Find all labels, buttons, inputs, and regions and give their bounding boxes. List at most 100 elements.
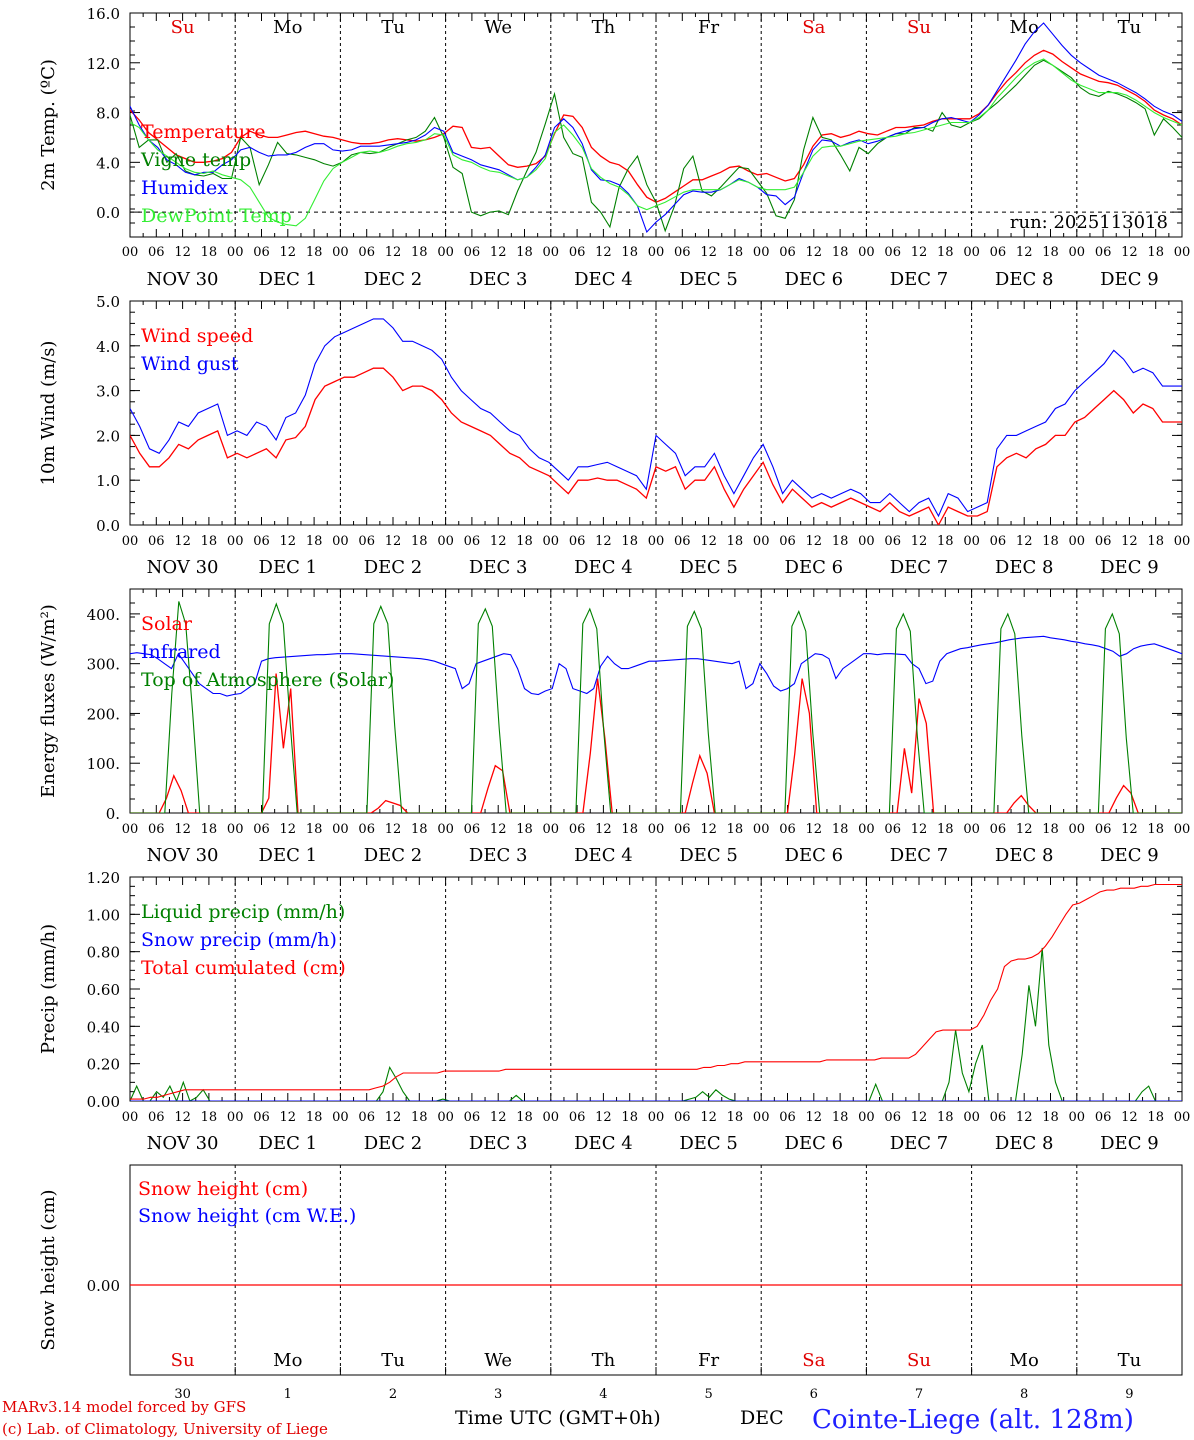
y-tick-label: 4.0 — [96, 338, 120, 356]
hour-tick-label: 00 — [1174, 534, 1191, 549]
hour-tick-label: 12 — [1016, 245, 1033, 260]
hour-tick-label: 18 — [516, 245, 533, 260]
hour-tick-label: 12 — [911, 245, 928, 260]
panel-2: 00 06 12 18 00 06 12 18 00 06 12 18 00 06 12 18 00 06 12 18… — [38, 293, 1190, 578]
hour-tick-label: 00 — [1174, 1110, 1191, 1125]
plot-frame — [129, 300, 1183, 526]
hour-tick-label: 12 — [1121, 534, 1138, 549]
legend-entry: Wind gust — [141, 353, 239, 375]
date-label: DEC 9 — [1100, 269, 1159, 290]
hour-tick-label: 06 — [148, 245, 165, 260]
date-label: DEC 7 — [890, 557, 949, 578]
hour-tick-label: 06 — [674, 245, 691, 260]
hour-tick-label: 12 — [1016, 534, 1033, 549]
hour-tick-label: 12 — [806, 1110, 823, 1125]
hour-tick-label: 00 — [963, 534, 980, 549]
hour-tick-label: 06 — [674, 1110, 691, 1125]
hour-tick-label: 18 — [621, 1110, 638, 1125]
date-label: DEC 1 — [259, 269, 318, 290]
hour-tick-label: 12 — [911, 1110, 928, 1125]
hour-tick-label: 12 — [700, 534, 717, 549]
series-line-3 — [130, 22, 1182, 234]
weekday-label: We — [484, 17, 512, 38]
hour-tick-label: 06 — [569, 1110, 586, 1125]
hour-tick-label: 12 — [174, 822, 191, 837]
weekday-label: Su — [171, 1350, 195, 1371]
weekday-label: We — [484, 1350, 512, 1371]
weekday-label: Mo — [1010, 1350, 1039, 1371]
hour-tick-label: 18 — [411, 822, 428, 837]
day-number-label: 7 — [915, 1387, 923, 1402]
hour-tick-label: 00 — [227, 822, 244, 837]
y-tick-label: 0.20 — [87, 1056, 120, 1074]
date-label: DEC 7 — [890, 1133, 949, 1154]
month-label: DEC — [740, 1407, 784, 1429]
hour-tick-label: 06 — [990, 245, 1007, 260]
hour-tick-label: 06 — [990, 534, 1007, 549]
legend-entry: Infrared — [141, 641, 221, 663]
date-label: DEC 6 — [785, 557, 844, 578]
hour-tick-label: 06 — [779, 822, 796, 837]
series-line-2 — [130, 635, 1182, 697]
hour-tick-label: 00 — [543, 534, 560, 549]
footer-credit-line: (c) Lab. of Climatology, University of L… — [2, 1420, 328, 1438]
hour-tick-label: 18 — [1147, 534, 1164, 549]
date-label: DEC 6 — [785, 269, 844, 290]
hour-tick-label: 18 — [1042, 245, 1059, 260]
legend-entry: Top of Atmosphere (Solar) — [141, 669, 394, 691]
panel-1: 00 06 12 18 00 06 12 18 00 06 12 18 00 06 12 18 00 06 12 18… — [38, 5, 1190, 290]
hour-tick-label: 18 — [621, 245, 638, 260]
hour-tick-label: 18 — [832, 822, 849, 837]
date-label: DEC 3 — [469, 845, 528, 866]
y-tick-label: 0.00 — [87, 1093, 120, 1111]
hour-tick-label: 18 — [727, 822, 744, 837]
weekday-label: Su — [907, 17, 931, 38]
hour-tick-label: 18 — [1147, 245, 1164, 260]
hour-tick-label: 18 — [727, 1110, 744, 1125]
date-label: DEC 3 — [469, 1133, 528, 1154]
y-tick-label: 400. — [87, 606, 120, 624]
hour-tick-label: 18 — [1042, 1110, 1059, 1125]
hour-tick-label: 06 — [148, 822, 165, 837]
hour-tick-label: 18 — [832, 245, 849, 260]
y-tick-label: 5.0 — [96, 293, 120, 311]
hour-tick-label: 06 — [884, 534, 901, 549]
y-tick-label: 16.0 — [87, 5, 120, 23]
hour-tick-label: 00 — [1069, 534, 1086, 549]
hour-tick-label: 12 — [595, 534, 612, 549]
hour-tick-label: 06 — [884, 1110, 901, 1125]
hour-tick-label: 18 — [937, 822, 954, 837]
hour-tick-label: 12 — [806, 534, 823, 549]
hour-tick-label: 12 — [280, 534, 297, 549]
hour-tick-label: 12 — [280, 1110, 297, 1125]
hour-tick-label: 06 — [1095, 1110, 1112, 1125]
hour-tick-label: 00 — [963, 1110, 980, 1125]
weekday-label: Mo — [273, 1350, 302, 1371]
y-tick-label: 300. — [87, 656, 120, 674]
hour-tick-label: 12 — [700, 1110, 717, 1125]
hour-tick-label: 00 — [858, 534, 875, 549]
hour-tick-label: 12 — [385, 245, 402, 260]
day-number-label: 9 — [1125, 1387, 1133, 1402]
hour-tick-label: 12 — [806, 822, 823, 837]
y-tick-label: 1.0 — [96, 472, 120, 490]
hour-tick-label: 06 — [358, 822, 375, 837]
hour-tick-label: 12 — [174, 534, 191, 549]
legend-entry: Total cumulated (cm) — [141, 957, 346, 979]
hour-tick-label: 00 — [122, 245, 139, 260]
hour-tick-label: 00 — [122, 822, 139, 837]
legend-entry: Solar — [141, 613, 193, 635]
hour-tick-label: 18 — [937, 534, 954, 549]
date-label: DEC 9 — [1100, 1133, 1159, 1154]
hour-tick-label: 06 — [358, 534, 375, 549]
date-label: NOV 30 — [147, 269, 219, 290]
hour-tick-label: 18 — [621, 534, 638, 549]
date-label: DEC 6 — [785, 845, 844, 866]
hour-tick-label: 12 — [1121, 822, 1138, 837]
legend-entry: DewPoint Temp — [141, 205, 292, 227]
hour-tick-label: 12 — [911, 534, 928, 549]
day-number-label: 2 — [389, 1387, 397, 1402]
hour-tick-label: 18 — [201, 1110, 218, 1125]
hour-tick-label: 00 — [1069, 1110, 1086, 1125]
hour-tick-label: 18 — [411, 534, 428, 549]
